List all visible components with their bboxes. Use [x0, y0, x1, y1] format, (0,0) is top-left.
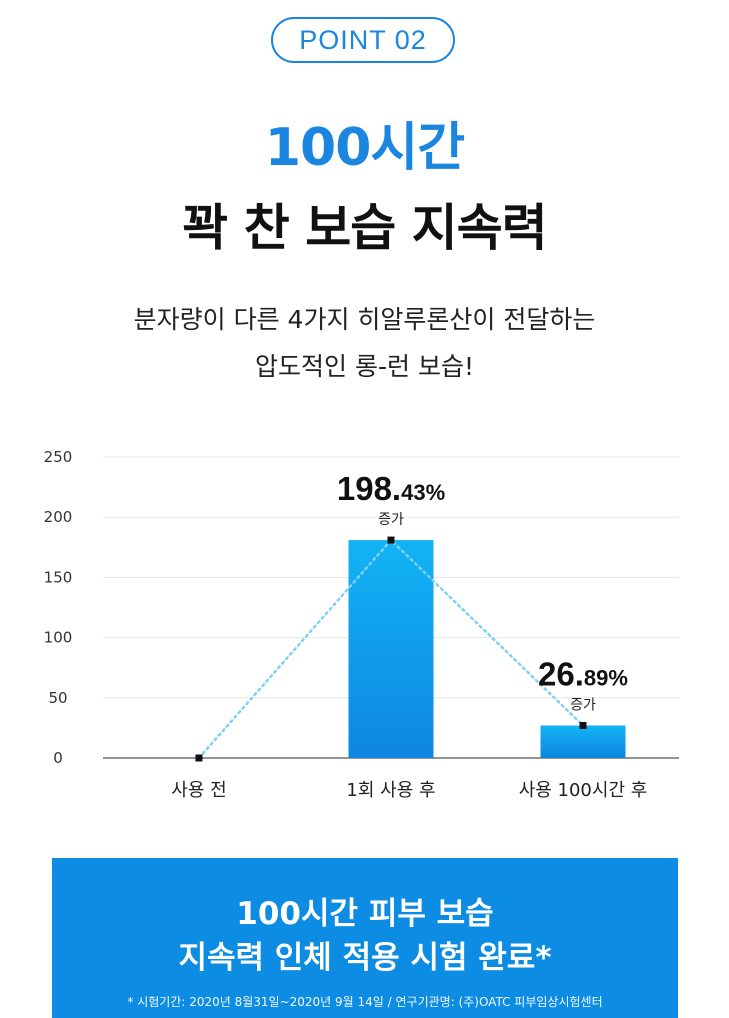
point-badge: POINT 02: [271, 17, 455, 63]
test-complete-banner: 100시간 피부 보습 지속력 인체 적용 시험 완료* * 시험기간: 202…: [52, 858, 678, 1018]
description-line-2: 압도적인 롱-런 보습!: [255, 352, 474, 381]
banner-title-line-1: 100시간 피부 보습: [236, 896, 494, 932]
headline-accent: 100시간: [264, 118, 465, 178]
y-tick-label: 200: [44, 508, 73, 526]
description-line-1: 분자량이 다른 4가지 히알루론산이 전달하는: [133, 305, 596, 334]
x-tick-label: 사용 100시간 후: [519, 780, 648, 801]
data-label-integer: 198.: [337, 470, 401, 507]
x-tick-label: 1회 사용 후: [346, 780, 435, 801]
y-tick-label: 0: [53, 749, 63, 767]
data-label-decimal: 89%: [584, 665, 628, 690]
data-label: 198.43%: [337, 470, 445, 507]
data-label-decimal: 43%: [401, 480, 445, 505]
y-tick-label: 100: [44, 629, 73, 647]
x-tick-label: 사용 전: [171, 780, 226, 801]
banner-footnote: * 시험기간: 2020년 8월31일~2020년 9월 14일 / 연구기관명…: [127, 995, 603, 1009]
data-label: 26.89%: [538, 655, 628, 692]
banner-title-line-2: 지속력 인체 적용 시험 완료*: [178, 940, 552, 976]
bar: [348, 540, 434, 758]
bar: [540, 725, 626, 758]
headline-main: 꽉 찬 보습 지속력: [182, 199, 547, 257]
trend-marker: [195, 754, 203, 762]
y-tick-label: 50: [48, 689, 67, 707]
moisture-bar-chart: 0 50 100 150 200 250 사용 전 1회 사용 후 사용 100시간 후 198.…: [44, 448, 679, 801]
banner-title: 100시간 피부 보습 지속력 인체 적용 시험 완료*: [52, 892, 678, 980]
y-tick-label: 150: [44, 568, 73, 586]
data-label-integer: 26.: [538, 655, 584, 692]
data-label-sub: 증가: [378, 512, 404, 528]
y-tick-label: 250: [44, 448, 73, 466]
description: 분자량이 다른 4가지 히알루론산이 전달하는 압도적인 롱-런 보습!: [0, 296, 729, 390]
data-label-sub: 증가: [570, 697, 596, 713]
trend-marker: [579, 721, 587, 729]
trend-marker: [387, 536, 395, 544]
